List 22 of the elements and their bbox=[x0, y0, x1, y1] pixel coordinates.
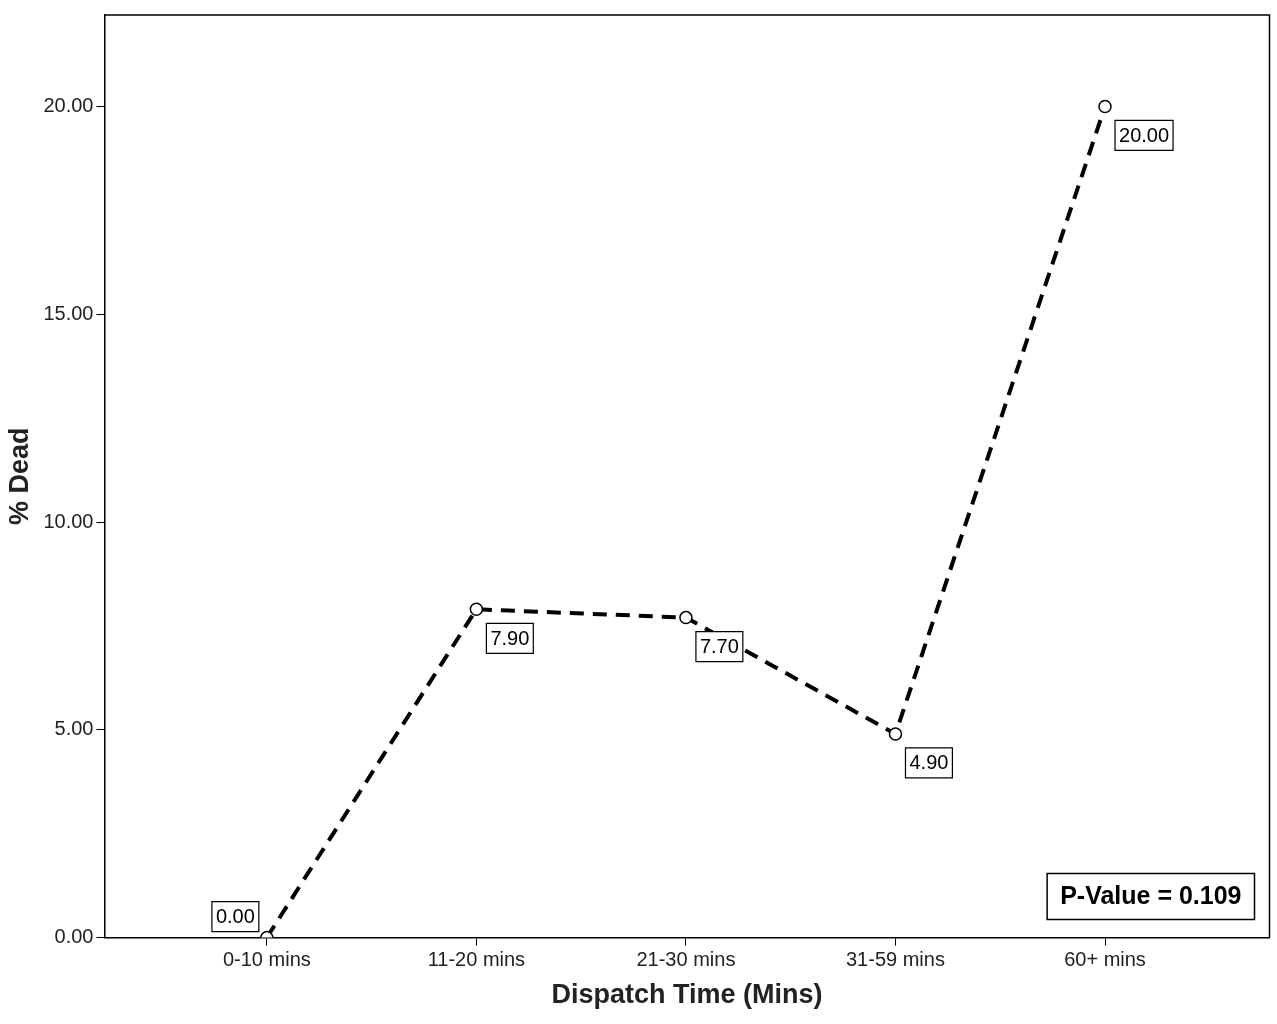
y-tick-label: 0.00 bbox=[54, 925, 94, 948]
x-tick-label: 11-20 mins bbox=[427, 948, 526, 971]
x-tick-label: 21-30 mins bbox=[636, 948, 736, 971]
x-axis-title: Dispatch Time (Mins) bbox=[551, 979, 823, 1010]
annotation: P-Value = 0.109 bbox=[1060, 881, 1242, 910]
data-label: 4.90 bbox=[909, 751, 949, 774]
data-label: 7.90 bbox=[490, 626, 530, 649]
data-label: 20.00 bbox=[1119, 123, 1170, 146]
point bbox=[888, 727, 903, 741]
point bbox=[679, 610, 693, 625]
x-tick-label: 0-10 mins bbox=[222, 948, 311, 971]
data-label: 0.00 bbox=[215, 905, 255, 928]
y-tick-label: 5.00 bbox=[54, 717, 94, 740]
point bbox=[1098, 99, 1112, 114]
y-tick-label: 20.00 bbox=[43, 93, 94, 116]
data-label: 7.70 bbox=[699, 635, 739, 658]
y-axis-title: % Dead bbox=[3, 427, 34, 526]
point bbox=[469, 602, 484, 617]
x-tick-label: 31-59 mins bbox=[846, 948, 945, 971]
y-tick-label: 15.00 bbox=[43, 301, 94, 324]
x-tick-label: 60+ mins bbox=[1064, 948, 1146, 971]
y-tick-label: 10.00 bbox=[43, 509, 94, 532]
